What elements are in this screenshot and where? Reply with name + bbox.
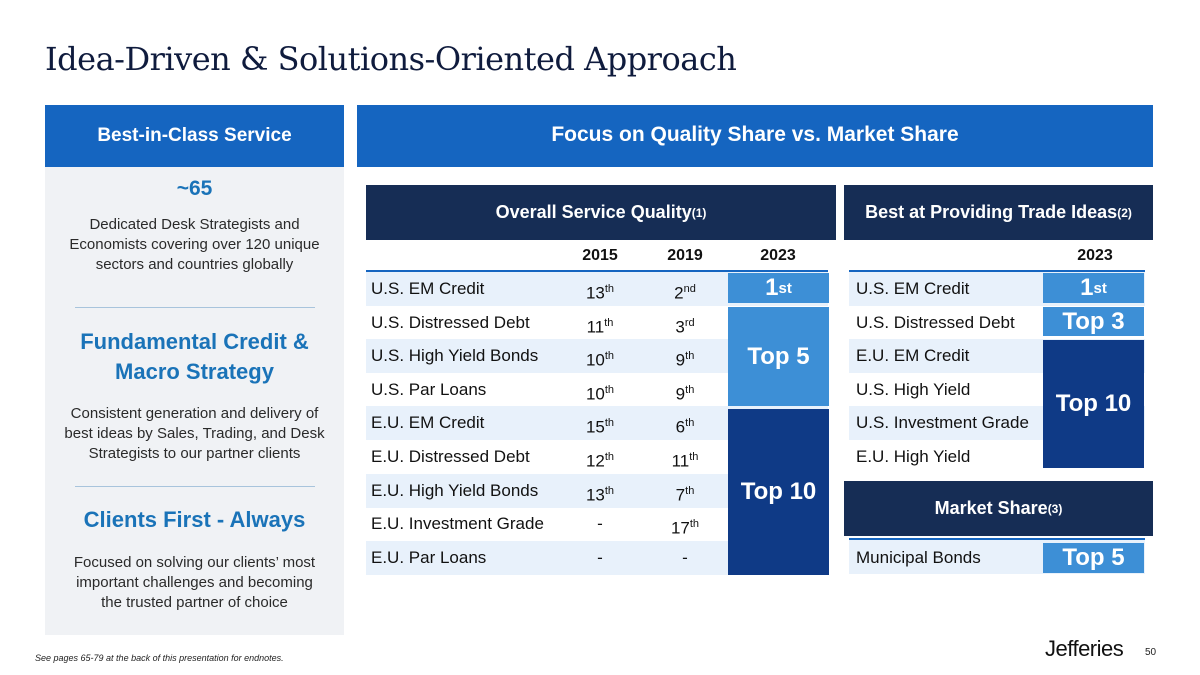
row-label: E.U. Par Loans: [371, 547, 487, 567]
ideas-note: (2): [1117, 205, 1132, 220]
market-top5-badge: Top 5: [1043, 543, 1144, 573]
row-label: U.S. Distressed Debt: [371, 312, 530, 332]
rank-2019: 9th: [675, 350, 695, 370]
overall-service-quality-header: Overall Service Quality (1): [366, 185, 836, 240]
endnotes-footnote: See pages 65-79 at the back of this pres…: [35, 653, 284, 663]
ideas-first-suffix: st: [1093, 279, 1107, 297]
clients-description: Focused on solving our clients’ most imp…: [73, 554, 316, 611]
table-row: E.U. High Yield: [849, 440, 1145, 474]
page-number: 50: [1145, 647, 1157, 658]
rank-2015: 11th: [586, 316, 614, 337]
market-title: Market Share: [934, 498, 1048, 518]
ideas-top10-badge: Top 10: [1043, 340, 1144, 468]
section-clients: Clients First - Always Focused on solvin…: [45, 507, 344, 613]
macro-heading: Fundamental Credit & Macro Strategy: [80, 329, 309, 384]
rank-2019: 17th: [670, 518, 700, 538]
table-row: U.S. Par Loans 10th 9th: [366, 373, 828, 407]
row-label: U.S. EM Credit: [856, 279, 970, 298]
rank-2015: -: [597, 514, 603, 534]
rank-2015: -: [597, 547, 603, 567]
strategist-description: Dedicated Desk Strategists and Economist…: [69, 216, 320, 273]
macro-description: Consistent generation and delivery of be…: [64, 405, 325, 462]
year-2019: 2019: [667, 247, 703, 264]
rank-2015: 10th: [585, 350, 615, 370]
row-label: E.U. Distressed Debt: [371, 447, 530, 466]
left-panel: ~65 Dedicated Desk Strategists and Econo…: [45, 167, 344, 635]
overall-note: (1): [691, 205, 707, 220]
row-label: U.S. High Yield Bonds: [371, 346, 539, 366]
ideas-title: Best at Providing Trade Ideas: [865, 202, 1118, 222]
section-macro: Fundamental Credit & Macro Strategy Cons…: [45, 327, 344, 464]
row-label: E.U. EM Credit: [856, 346, 970, 366]
table-row: U.S. Distressed Debt 11th 3rd: [366, 306, 828, 340]
table-row: E.U. Distressed Debt 12th 11th: [366, 440, 828, 474]
first-suffix: st: [778, 279, 792, 297]
year-2015: 2015: [582, 247, 618, 264]
page-title: Idea-Driven & Solutions-Oriented Approac…: [45, 40, 737, 78]
row-label: E.U. Investment Grade: [371, 514, 544, 534]
ideas-year-2023: 2023: [1077, 247, 1113, 264]
ideas-header-rule: [849, 270, 1145, 272]
rank-2015: 13th: [585, 283, 615, 303]
ideas-first-value: 1: [1080, 274, 1094, 301]
overall-top10-badge: Top 10: [728, 409, 829, 575]
rank-2015: 12th: [585, 451, 615, 471]
row-label: E.U. EM Credit: [371, 413, 485, 433]
year-2023: 2023: [760, 247, 796, 264]
best-in-class-header: Best-in-Class Service: [45, 105, 344, 167]
divider: [75, 307, 315, 308]
trade-ideas-header: Best at Providing Trade Ideas (2): [844, 185, 1153, 240]
rank-2019: 3rd: [675, 316, 695, 337]
rank-2015: 15th: [585, 417, 615, 438]
row-label: U.S. Investment Grade: [856, 413, 1029, 433]
first-value: 1: [765, 274, 779, 301]
row-label: U.S. Par Loans: [371, 379, 487, 399]
row-label: E.U. High Yield: [856, 447, 971, 466]
ideas-top3-badge: Top 3: [1043, 307, 1144, 336]
jefferies-logo: Jefferies: [1045, 636, 1124, 661]
rank-2015: 13th: [585, 484, 615, 505]
rank-2019: 9th: [675, 383, 695, 404]
divider: [75, 486, 315, 487]
table-row: U.S. High Yield: [849, 373, 1145, 407]
rank-2019: -: [682, 547, 688, 567]
market-rule: [849, 538, 1145, 540]
overall-title: Overall Service Quality: [495, 202, 692, 222]
rank-2015: 10th: [585, 383, 615, 404]
market-share-header: Market Share (3): [844, 481, 1153, 536]
quality-share-header: Focus on Quality Share vs. Market Share: [357, 105, 1153, 167]
clients-heading: Clients First - Always: [83, 507, 306, 532]
strategist-count: ~65: [176, 177, 213, 200]
market-note: (3): [1047, 501, 1063, 516]
rank-2019: 7th: [675, 484, 695, 505]
rank-2019: 2nd: [674, 283, 696, 303]
row-label: U.S. Distressed Debt: [856, 312, 1015, 332]
table-row: U.S. Distressed Debt: [849, 306, 1145, 340]
row-label: U.S. EM Credit: [371, 279, 485, 298]
header-rule: [366, 270, 828, 272]
rank-2019: 11th: [671, 451, 699, 471]
table-row: E.U. Investment Grade - 17th: [366, 507, 828, 541]
row-label: U.S. High Yield: [856, 379, 971, 399]
section-strategists: ~65 Dedicated Desk Strategists and Econo…: [45, 177, 344, 275]
rank-2019: 6th: [675, 417, 695, 438]
market-label: Municipal Bonds: [856, 548, 981, 567]
overall-top5-badge: Top 5: [728, 307, 829, 406]
row-label: E.U. High Yield Bonds: [371, 480, 539, 500]
